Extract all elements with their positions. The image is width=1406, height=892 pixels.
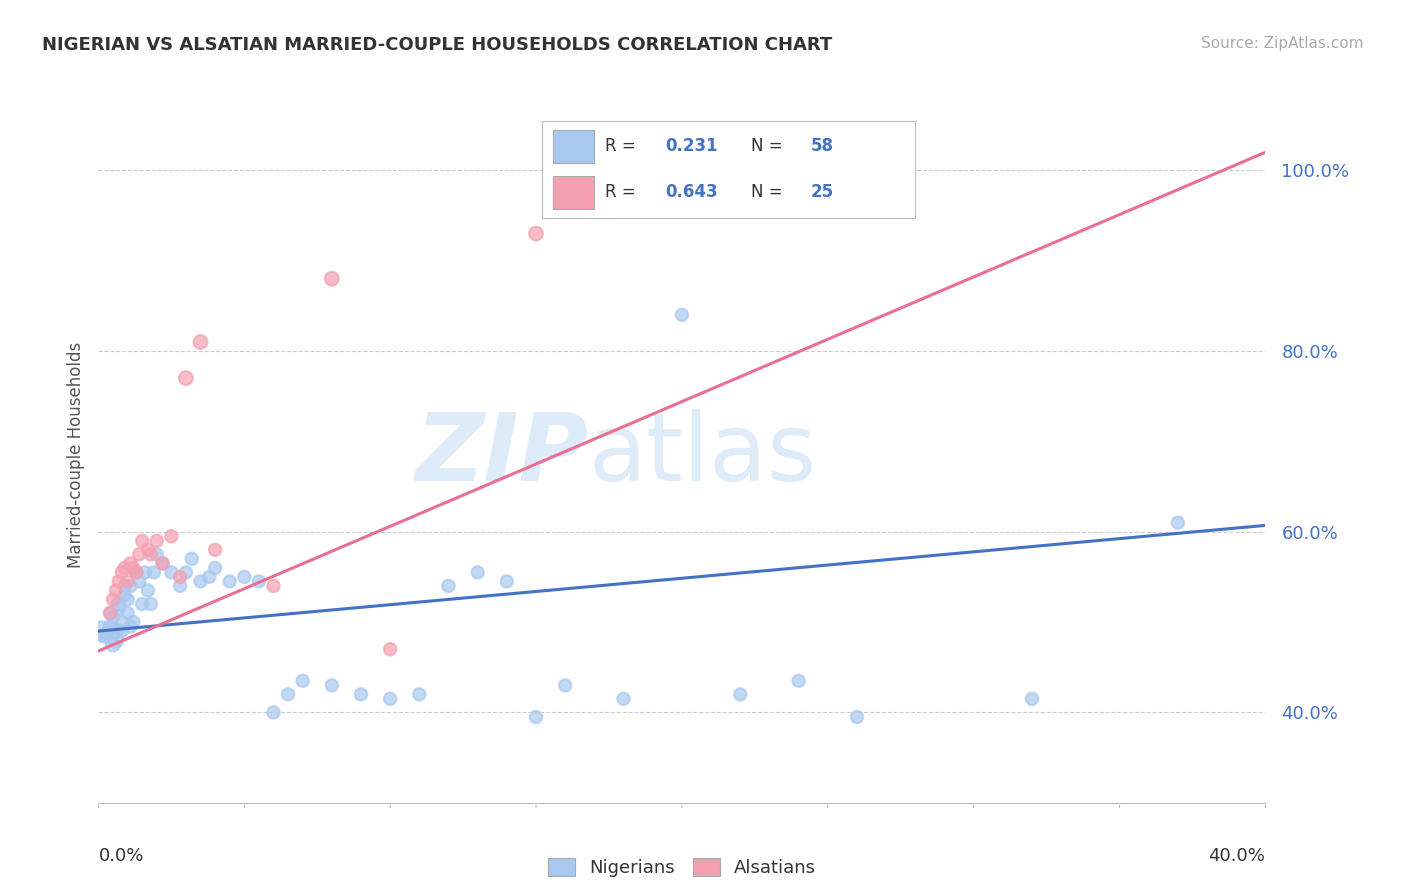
Point (108, 601, 131, 615)
Point (554, 678, 576, 692)
Point (128, 547, 150, 561)
Point (120, 579, 142, 593)
Point (120, 619, 142, 633)
Point (117, 574, 139, 589)
Point (122, 561, 145, 575)
Point (152, 557, 174, 571)
Point (291, 673, 314, 688)
Point (277, 687, 299, 701)
Point (190, 334, 212, 349)
Point (671, 308, 693, 322)
Point (247, 574, 270, 589)
Point (198, 570, 221, 584)
Point (125, 566, 148, 580)
Y-axis label: Married-couple Households: Married-couple Households (66, 342, 84, 568)
Point (728, 687, 751, 701)
Point (139, 597, 162, 611)
Point (131, 597, 153, 611)
Point (104, 633, 127, 648)
Point (96, 626, 118, 640)
Point (117, 592, 139, 607)
Point (174, 566, 197, 580)
Point (139, 547, 162, 561)
Point (125, 566, 148, 580)
Point (169, 579, 191, 593)
Point (612, 692, 634, 706)
Text: ZIP: ZIP (416, 409, 589, 501)
Point (204, 542, 226, 557)
Point (437, 579, 460, 593)
Text: 0.0%: 0.0% (98, 847, 143, 864)
Point (262, 706, 284, 720)
Point (128, 574, 150, 589)
Point (98, 619, 121, 633)
Point (104, 583, 127, 598)
Point (131, 533, 153, 548)
Point (134, 566, 156, 580)
Point (101, 592, 124, 607)
Point (146, 533, 169, 548)
Point (104, 624, 127, 639)
Point (1021, 692, 1043, 706)
Point (218, 574, 240, 589)
Point (111, 615, 134, 629)
Point (408, 687, 430, 701)
Point (120, 557, 142, 571)
Point (114, 561, 136, 575)
Point (321, 271, 343, 285)
Point (101, 610, 124, 624)
Point (169, 570, 191, 584)
Point (160, 529, 183, 543)
Point (845, 710, 868, 724)
Point (160, 566, 183, 580)
Point (262, 579, 284, 593)
Point (108, 574, 131, 589)
Point (378, 642, 402, 657)
Point (378, 692, 402, 706)
Text: NIGERIAN VS ALSATIAN MARRIED-COUPLE HOUSEHOLDS CORRELATION CHART: NIGERIAN VS ALSATIAN MARRIED-COUPLE HOUS… (42, 36, 832, 54)
Point (90, 624, 112, 639)
Point (142, 566, 165, 580)
Point (93, 629, 115, 643)
Point (787, 673, 810, 688)
Point (524, 710, 547, 724)
Text: atlas: atlas (589, 409, 817, 501)
Text: 40.0%: 40.0% (1209, 847, 1265, 864)
Point (108, 597, 131, 611)
Point (98, 606, 121, 620)
Point (180, 551, 202, 566)
Point (1167, 516, 1189, 530)
Point (190, 574, 212, 589)
Point (233, 570, 256, 584)
Point (117, 606, 139, 620)
Point (321, 678, 343, 692)
Point (524, 227, 547, 241)
Point (136, 583, 159, 598)
Point (152, 557, 174, 571)
Point (350, 687, 373, 701)
Point (111, 624, 134, 639)
Point (111, 566, 134, 580)
Point (122, 615, 145, 629)
Point (467, 566, 489, 580)
Point (114, 579, 136, 593)
Point (136, 542, 159, 557)
Point (204, 561, 226, 575)
Legend: Nigerians, Alsatians: Nigerians, Alsatians (540, 850, 824, 884)
Point (101, 638, 124, 652)
Text: Source: ZipAtlas.com: Source: ZipAtlas.com (1201, 36, 1364, 51)
Point (495, 574, 517, 589)
Point (98, 606, 121, 620)
Point (174, 371, 197, 385)
Point (114, 588, 136, 602)
Point (146, 547, 169, 561)
